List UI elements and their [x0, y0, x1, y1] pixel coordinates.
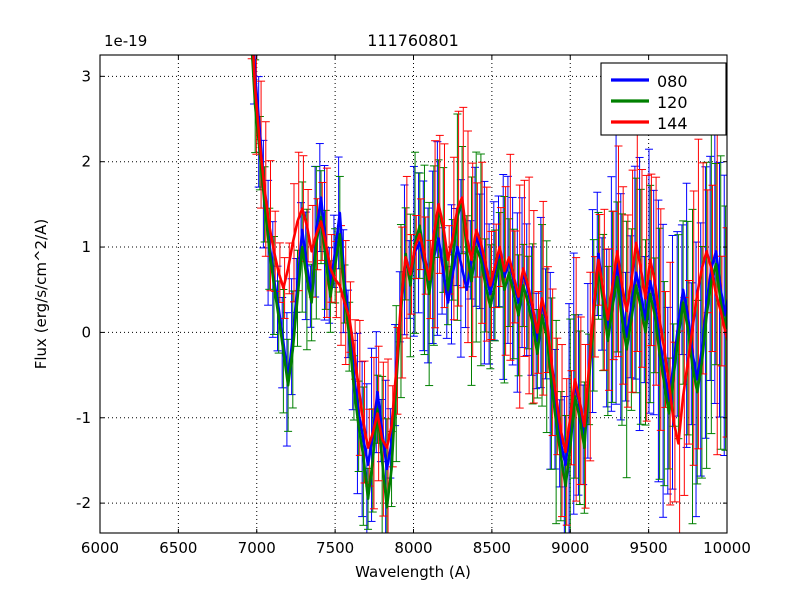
chart-title: 111760801	[367, 31, 459, 50]
x-tick-label: 6000	[81, 539, 119, 557]
y-axis-label: Flux (erg/s/cm^2/A)	[32, 219, 50, 370]
x-tick-label: 8000	[394, 539, 432, 557]
x-tick-label: 7500	[316, 539, 354, 557]
x-tick-label: 9500	[630, 539, 668, 557]
y-axis-offset-text: 1e-19	[104, 32, 147, 50]
y-tick-label: 3	[81, 67, 91, 85]
x-tick-label: 9000	[551, 539, 589, 557]
legend-label-080: 080	[657, 72, 688, 91]
legend-label-120: 120	[657, 93, 688, 112]
x-tick-label: 10000	[703, 539, 751, 557]
y-tick-label: -2	[76, 494, 91, 512]
y-tick-label: -1	[76, 409, 91, 427]
tick-marks	[99, 55, 728, 533]
spectrum-line-120	[250, 55, 727, 509]
y-tick-label: 2	[81, 153, 91, 171]
legend[interactable]: 080 120 144	[600, 62, 727, 136]
tick-labels: 6000 6500 7000 7500 8000 8500 9000 9500 10000 -2 -…	[76, 67, 751, 557]
y-tick-label: 0	[81, 323, 91, 341]
data-layer	[247, 55, 727, 533]
x-tick-label: 7000	[238, 539, 276, 557]
spectrum-line-144	[252, 55, 727, 454]
y-tick-label: 1	[81, 238, 91, 256]
legend-label-144: 144	[657, 114, 688, 133]
x-tick-label: 6500	[159, 539, 197, 557]
x-tick-label: 8500	[473, 539, 511, 557]
x-axis-label: Wavelength (A)	[355, 563, 471, 581]
gridlines	[100, 55, 727, 533]
